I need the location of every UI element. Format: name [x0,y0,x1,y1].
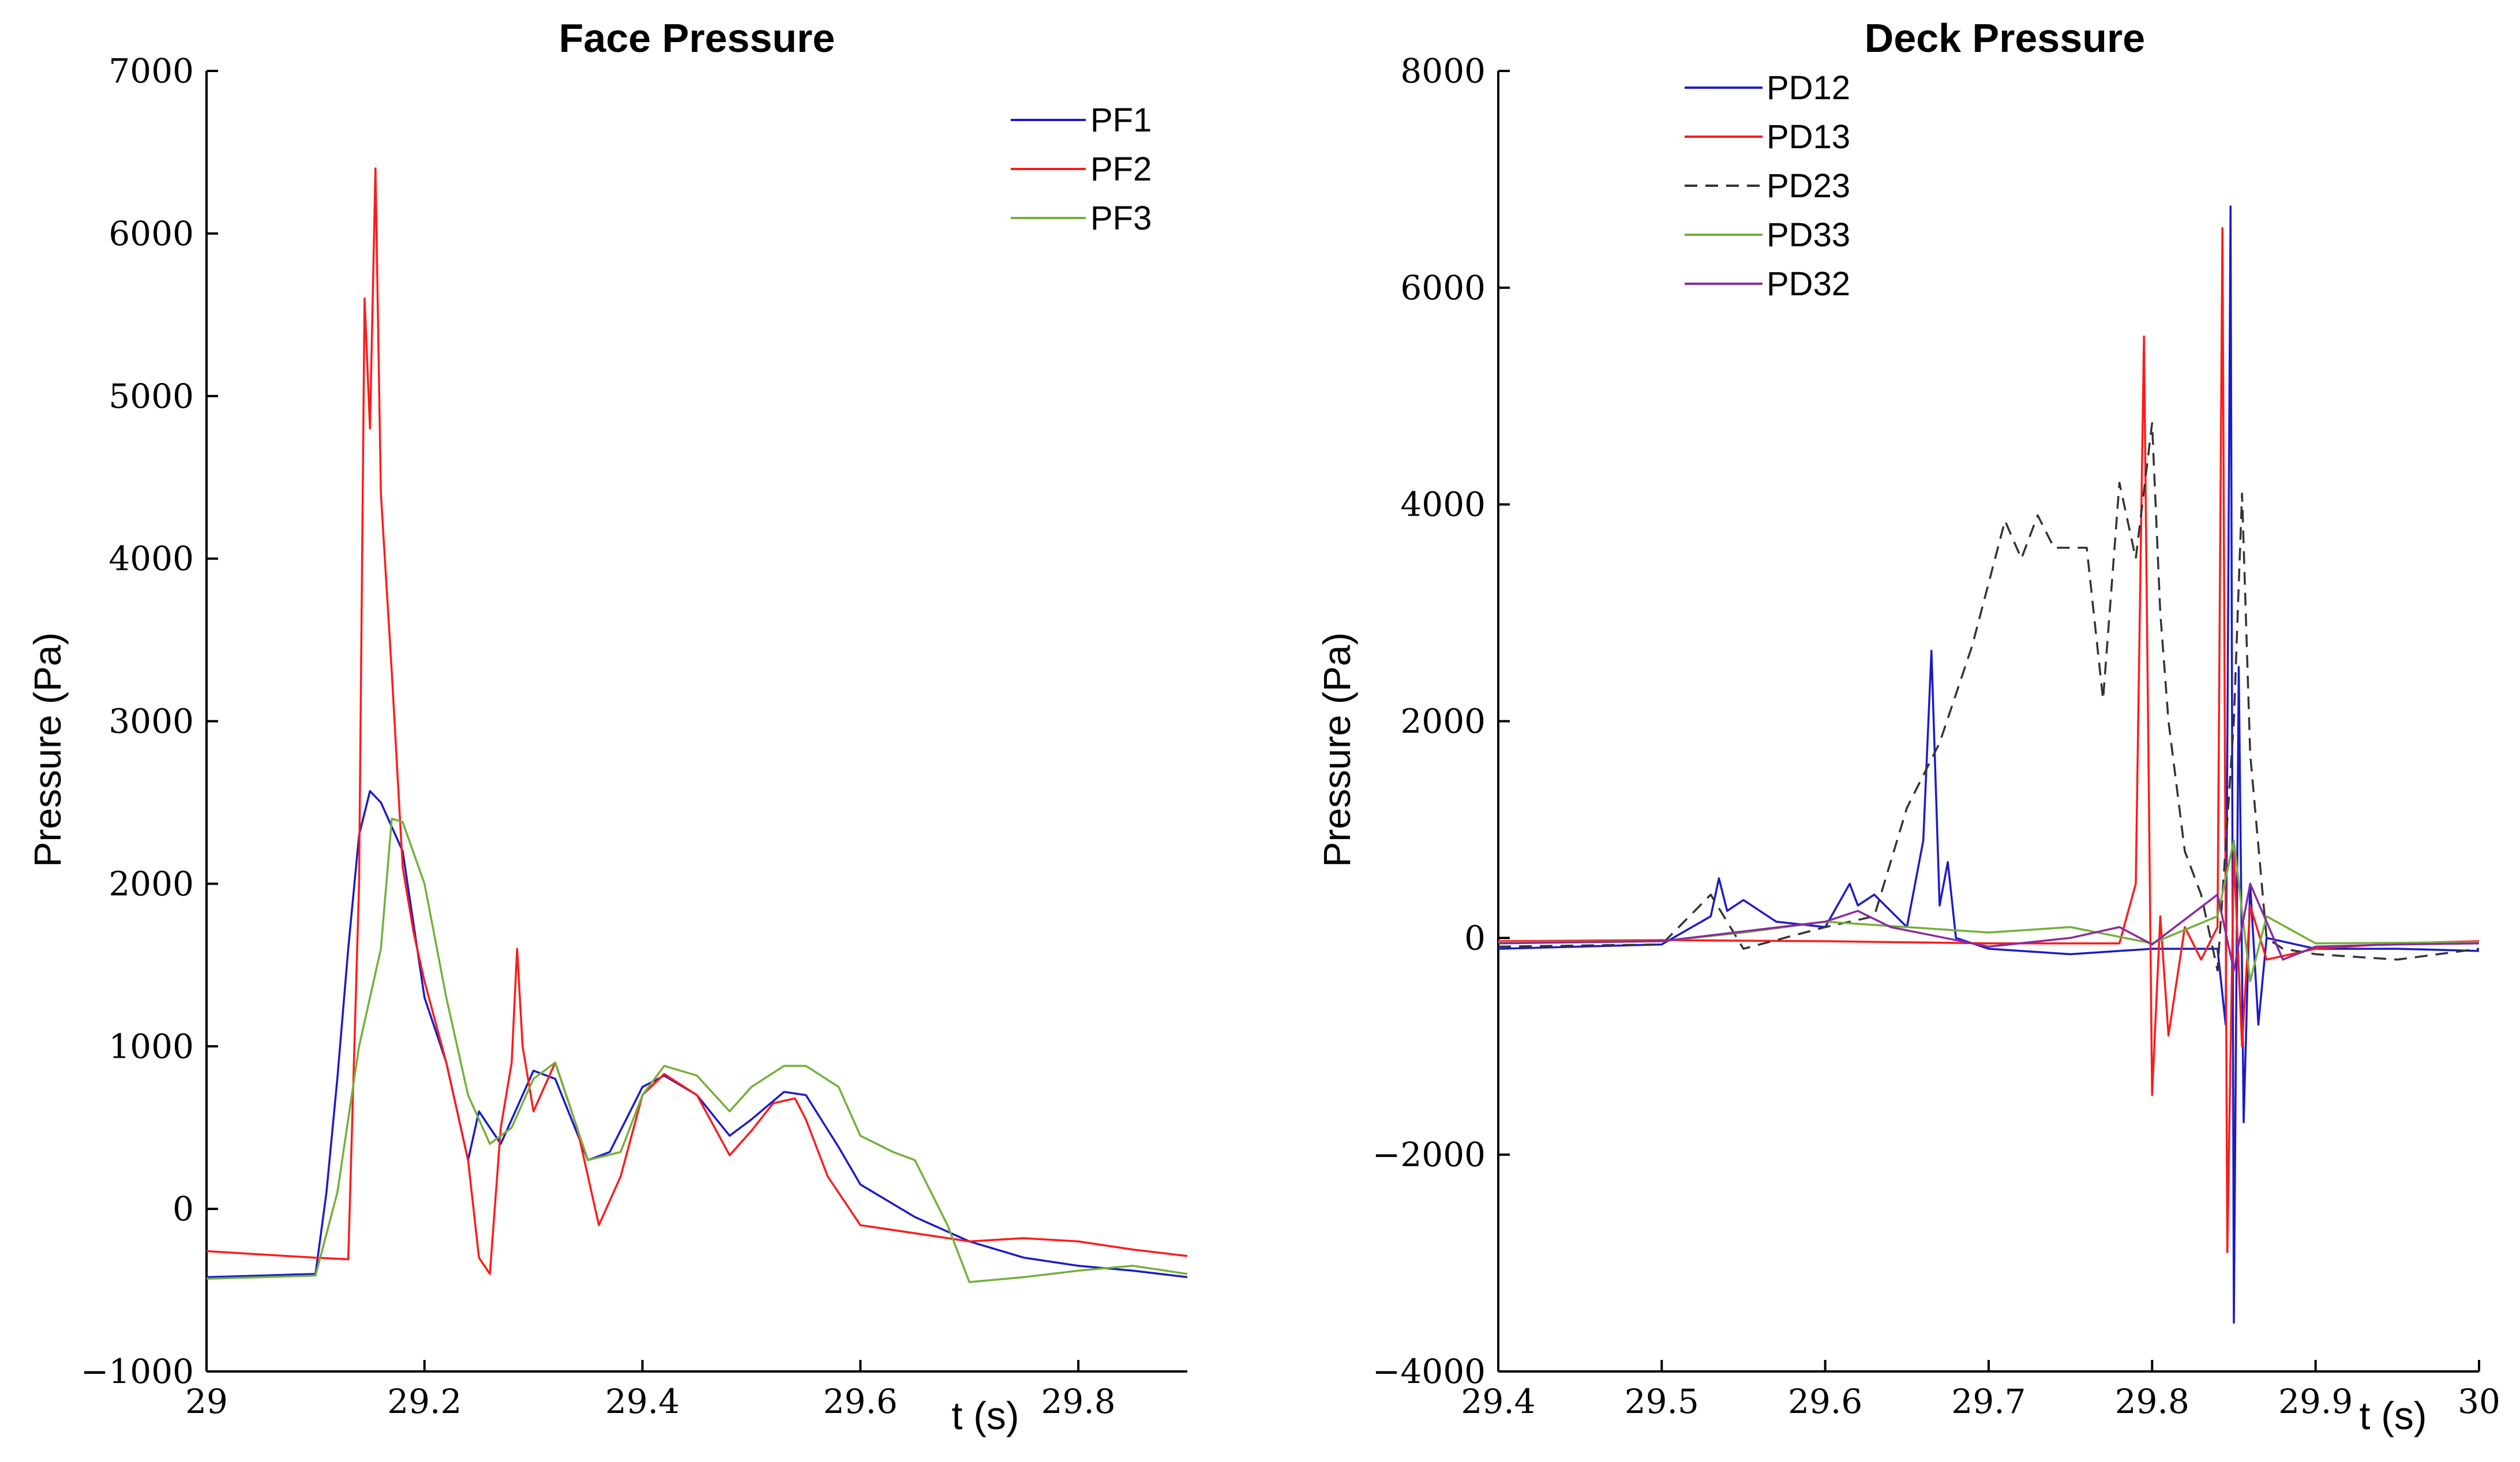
y-tick-label: 8000 [1400,51,1486,91]
series-line-pf2 [206,167,1188,1275]
x-tick-label: 29.8 [1041,1382,1116,1421]
ticks: −1000 0 1000 2000 3000 4000 5000 6000 7000 29 29.2… [81,51,1116,1421]
y-tick-label: 1000 [108,1027,194,1066]
x-tick-label: 29.7 [1951,1382,2026,1421]
legend-label: PF2 [1090,151,1152,188]
x-axis-label: t (s) [951,1394,1019,1438]
series-line-pd33 [1498,839,2480,983]
axes [1497,71,2479,1373]
y-tick-label: 2000 [108,864,194,903]
x-tick-label: 29.2 [387,1382,462,1421]
legend: PF1 PF2 PF3 [1011,102,1152,237]
legend-entry-pf1: PF1 [1011,102,1152,139]
legend: PD12 PD13 PD23 PD33 PD32 [1685,69,1850,303]
x-tick-label: 29.6 [1788,1382,1862,1421]
legend-label: PD13 [1767,118,1850,156]
series-line-pd23 [1498,422,2480,972]
legend-entry-pd23: PD23 [1685,167,1850,205]
y-tick-label: −4000 [1372,1352,1486,1391]
x-axis-label: t (s) [2359,1394,2427,1438]
deck-pressure-chart: Deck Pressure Pressure (Pa) t (s) −4000−… [1315,16,2500,1438]
y-tick-label: 7000 [108,51,194,91]
axes [205,71,1187,1373]
y-tick-label: 2000 [1400,702,1486,741]
chart-title: Deck Pressure [1865,16,2145,61]
y-tick-label: 0 [172,1189,194,1228]
series-line-pd12 [1498,205,2480,1324]
legend-entry-pd32: PD32 [1685,265,1850,303]
y-tick-label: 3000 [108,702,194,741]
x-tick-label: 29 [185,1382,228,1421]
x-tick-label: 29.4 [1461,1382,1535,1421]
series-line-pd32 [1498,882,2480,972]
series-layer [206,167,1188,1283]
legend-label: PF3 [1090,200,1152,237]
x-tick-label: 30 [2458,1382,2500,1421]
legend-label: PD33 [1767,216,1850,254]
y-tick-label: 4000 [1400,485,1486,524]
series-layer [1498,205,2480,1324]
legend-entry-pf3: PF3 [1011,200,1152,237]
y-tick-label: 6000 [108,214,194,253]
legend-label: PF1 [1090,102,1152,139]
y-tick-label: 6000 [1400,268,1486,307]
x-tick-label: 29.8 [2115,1382,2189,1421]
x-tick-label: 29.5 [1625,1382,1699,1421]
y-axis-label: Pressure (Pa) [1315,632,1358,867]
ticks: −4000 −2000 0 2000 4000 6000 8000 29.4 29.5 29.6 2… [1372,51,2500,1421]
legend-entry-pd13: PD13 [1685,118,1850,156]
legend-label: PD23 [1767,167,1850,205]
y-tick-label: −1000 [81,1352,194,1391]
legend-label: PD32 [1767,265,1850,303]
x-tick-label: 29.9 [2278,1382,2353,1421]
legend-label: PD12 [1767,69,1850,107]
series-line-pf3 [206,817,1188,1283]
legend-entry-pd12: PD12 [1685,69,1850,107]
face-pressure-chart: Face Pressure Pressure (Pa) t (s) −1000 0… [26,16,1188,1438]
legend-entry-pd33: PD33 [1685,216,1850,254]
series-line-pd13 [1498,227,2480,1254]
chart-title: Face Pressure [559,16,835,61]
y-tick-label: 5000 [108,377,194,416]
y-tick-label: 4000 [108,539,194,578]
legend-entry-pf2: PF2 [1011,151,1152,188]
x-tick-label: 29.4 [605,1382,680,1421]
x-tick-label: 29.6 [823,1382,898,1421]
y-axis-label: Pressure (Pa) [26,632,69,867]
y-tick-label: 0 [1464,918,1486,957]
series-line-pf1 [206,790,1188,1279]
y-tick-label: −2000 [1372,1135,1486,1174]
